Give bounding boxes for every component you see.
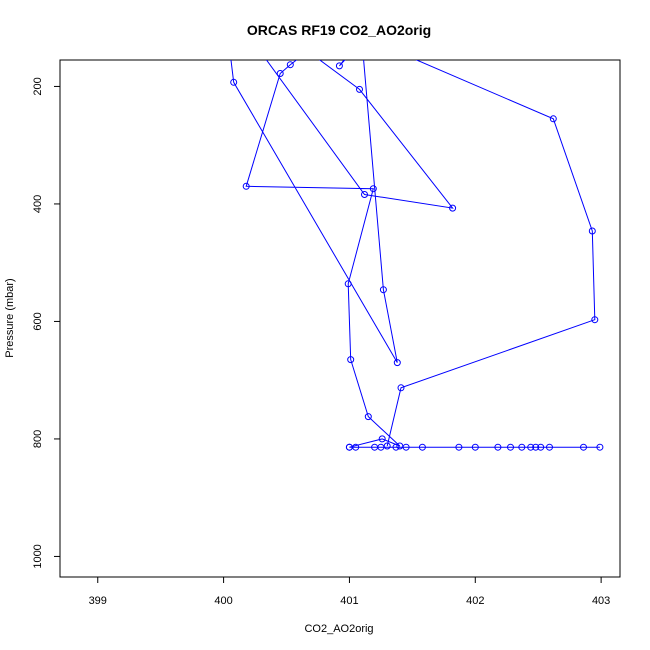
data-point [257, 48, 263, 54]
y-tick-label: 800 [32, 430, 44, 448]
data-point [449, 204, 457, 212]
x-tick-label: 403 [592, 595, 610, 607]
y-axis-label: Pressure (mbar) [4, 278, 16, 357]
data-point [396, 442, 404, 450]
data-point [580, 443, 587, 451]
data-point [359, 38, 365, 44]
data-point [378, 435, 386, 443]
data-point [356, 85, 363, 93]
data-point [347, 356, 355, 364]
y-axis: 200 400 600 800 1000 [32, 77, 60, 569]
data-point [402, 443, 410, 451]
x-axis-label: CO2_AO2orig [304, 623, 373, 635]
data-point [494, 443, 502, 451]
data-point [242, 182, 250, 190]
plot-frame [59, 59, 621, 578]
data-point [335, 62, 343, 70]
series-line [230, 60, 600, 448]
data-point [532, 443, 540, 451]
data-point [518, 443, 526, 451]
data-point [377, 443, 385, 451]
data-point [345, 443, 353, 451]
data-point [227, 48, 233, 54]
data-point [397, 384, 405, 392]
x-tick-label: 400 [214, 595, 232, 607]
data-point [471, 443, 479, 451]
data-point [364, 413, 372, 421]
x-tick-label: 399 [89, 595, 107, 607]
data-point [383, 442, 391, 450]
chart-title: ORCAS RF19 CO2_AO2orig [247, 22, 431, 38]
data-point [379, 286, 387, 294]
y-tick-label: 400 [32, 195, 44, 213]
series-layer [227, 38, 604, 451]
data-point [591, 316, 599, 324]
data-point [588, 227, 596, 235]
x-axis: 399 400 401 402 403 [89, 577, 610, 607]
data-point [549, 115, 557, 123]
data-point [537, 443, 545, 451]
data-point [418, 443, 426, 451]
data-point [361, 191, 368, 198]
data-point [507, 443, 514, 451]
y-tick-label: 1000 [32, 544, 44, 568]
data-point [527, 443, 535, 451]
y-tick-label: 600 [32, 312, 44, 330]
data-point [546, 443, 553, 451]
data-point [305, 48, 311, 54]
data-point [230, 78, 238, 86]
data-point [344, 280, 352, 288]
y-tick-label: 200 [32, 77, 44, 95]
data-point [369, 185, 377, 193]
data-point [596, 443, 604, 451]
data-point [393, 359, 401, 367]
data-point [286, 61, 294, 69]
x-tick-label: 401 [340, 595, 358, 607]
data-point [276, 70, 284, 77]
x-tick-label: 402 [466, 595, 484, 607]
data-point [392, 443, 400, 451]
data-point [455, 443, 463, 451]
